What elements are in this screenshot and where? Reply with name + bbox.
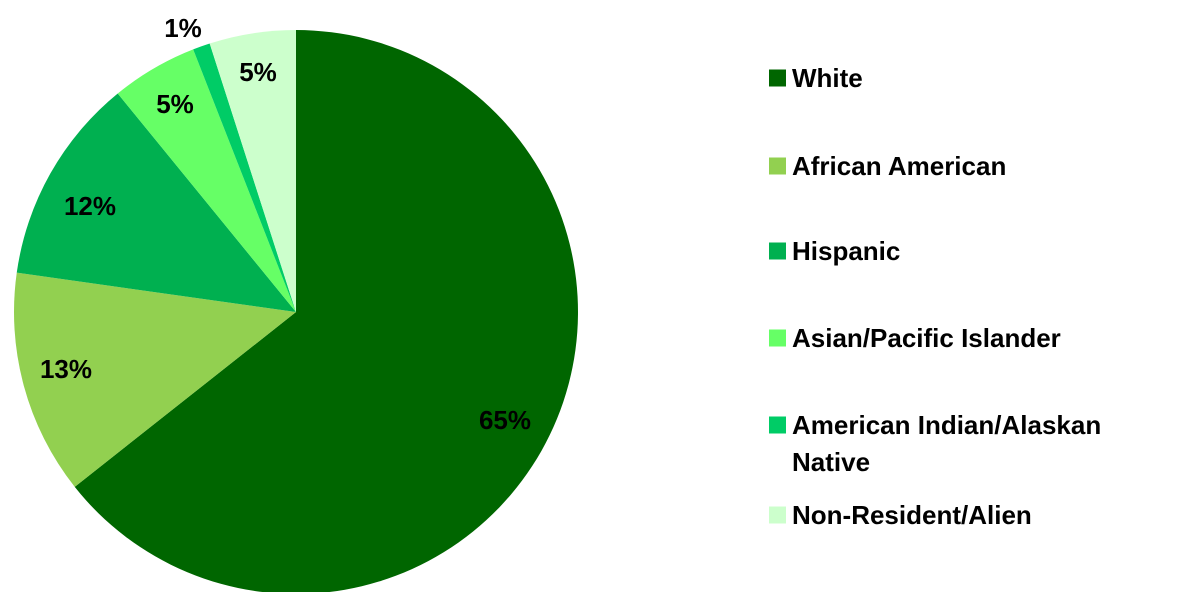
pie-data-labels: 65% 13% 12% 5% 1% 5% — [40, 13, 531, 435]
legend-label: African American — [792, 151, 1006, 181]
pie-slice-african-american — [14, 272, 297, 487]
pie-slice-white — [74, 30, 578, 592]
chart-legend: White African American Hispanic Asian/Pacif… — [769, 63, 1101, 530]
legend-item-african-american: African American — [769, 151, 1006, 181]
legend-label: Non-Resident/Alien — [792, 500, 1032, 530]
data-label-asian-pacific-islander: 5% — [156, 89, 194, 119]
legend-label: Native — [792, 447, 870, 477]
legend-item-white: White — [769, 63, 863, 93]
legend-label: White — [792, 63, 863, 93]
legend-item-american-indian-alaskan-native: American Indian/Alaskan Native — [769, 410, 1101, 477]
legend-swatch — [769, 329, 786, 347]
pie-slice-american-indian-alaskan-native — [193, 43, 296, 312]
pie-slice-asian-pacific-islander — [117, 49, 297, 313]
data-label-african-american: 13% — [40, 354, 92, 384]
pie-slice-non-resident-alien — [209, 30, 296, 312]
legend-swatch — [769, 157, 786, 175]
legend-item-hispanic: Hispanic — [769, 236, 900, 266]
legend-swatch — [769, 416, 786, 434]
legend-swatch — [769, 69, 786, 87]
data-label-hispanic: 12% — [64, 191, 116, 221]
legend-swatch — [769, 506, 786, 524]
data-label-american-indian-alaskan-native: 1% — [164, 13, 202, 43]
legend-item-non-resident-alien: Non-Resident/Alien — [769, 500, 1032, 530]
legend-label: Hispanic — [792, 236, 900, 266]
pie-slices — [14, 30, 578, 592]
legend-item-asian-pacific-islander: Asian/Pacific Islander — [769, 323, 1061, 353]
legend-label: American Indian/Alaskan — [792, 410, 1101, 440]
legend-label: Asian/Pacific Islander — [792, 323, 1061, 353]
legend-swatch — [769, 242, 786, 260]
data-label-white: 65% — [479, 405, 531, 435]
pie-slice-hispanic — [16, 93, 296, 313]
data-label-non-resident-alien: 5% — [239, 57, 277, 87]
